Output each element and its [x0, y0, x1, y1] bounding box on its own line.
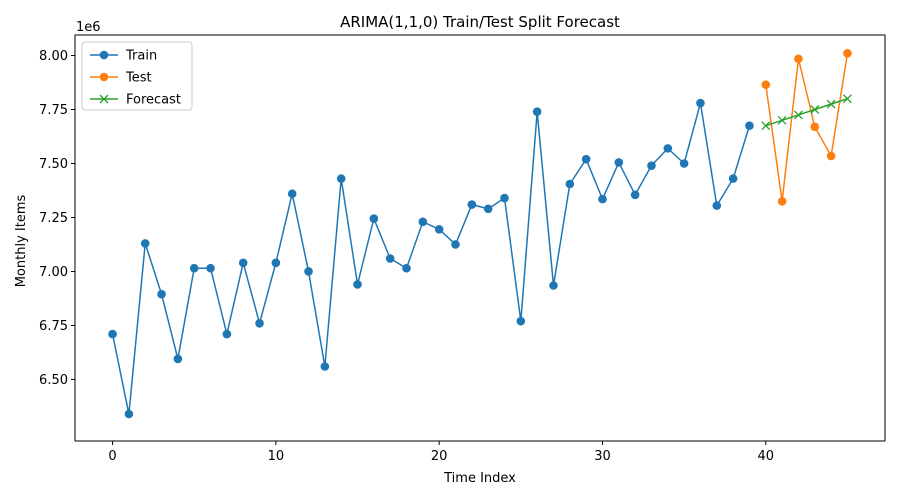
data-point-train	[173, 354, 183, 364]
data-point-train	[124, 409, 134, 419]
data-point-train	[549, 281, 558, 290]
legend-label-test: Test	[125, 71, 152, 86]
data-point-test	[843, 49, 852, 58]
series-line-forecast	[765, 97, 848, 127]
x-tick-label: 40	[758, 449, 775, 464]
data-point-train	[565, 179, 575, 189]
y-tick-label: 7.00	[39, 265, 68, 280]
data-point-train	[304, 267, 313, 276]
x-tick-label: 30	[594, 449, 611, 464]
data-point-train	[140, 239, 150, 248]
data-point-train	[402, 263, 411, 273]
plot-area	[108, 49, 852, 419]
axes: 0 10 20 30 40 6.50 6.75 7.00 7.25 7.50 7.75 8.00	[39, 34, 886, 464]
data-point-train	[369, 214, 379, 223]
y-tick-label: 7.50	[39, 157, 68, 172]
series-line-test	[765, 53, 849, 203]
data-point-train	[467, 200, 477, 209]
data-point-train	[108, 329, 117, 339]
data-point-train	[320, 362, 330, 371]
data-point-train	[647, 161, 656, 170]
data-point-train	[581, 154, 591, 164]
data-point-train	[255, 319, 264, 328]
data-point-train	[353, 280, 362, 289]
legend-label-train: Train	[125, 49, 157, 64]
legend-marker-forecast	[99, 94, 109, 104]
data-point-train	[745, 121, 754, 131]
y-tick-label: 8.00	[39, 49, 68, 64]
data-point-train	[451, 240, 460, 249]
data-point-train	[532, 107, 542, 116]
y-offset-label: 1e6	[76, 20, 101, 35]
data-point-forecast	[761, 121, 771, 131]
data-point-train	[222, 329, 232, 339]
data-point-test	[777, 196, 787, 206]
y-tick-label: 7.75	[39, 103, 68, 118]
data-point-test	[810, 122, 820, 132]
x-tick-label: 10	[268, 449, 285, 464]
data-point-train	[663, 144, 673, 153]
data-point-train	[238, 258, 248, 268]
data-point-train	[598, 194, 607, 204]
data-point-train	[271, 258, 281, 268]
y-tick-label: 6.50	[39, 373, 68, 388]
x-tick-label: 0	[108, 449, 116, 464]
data-point-train	[614, 158, 624, 167]
data-point-train	[483, 204, 493, 214]
axes-frame	[74, 34, 886, 442]
data-point-train	[728, 174, 738, 183]
data-point-test	[826, 151, 836, 161]
data-point-test	[761, 80, 771, 89]
data-point-forecast	[777, 115, 787, 125]
data-point-train	[189, 263, 199, 273]
chart-title: ARIMA(1,1,0) Train/Test Split Forecast	[340, 13, 620, 31]
data-point-train	[679, 159, 689, 168]
legend-label-forecast: Forecast	[126, 93, 181, 108]
y-tick-label: 7.25	[39, 211, 68, 226]
data-point-train	[434, 225, 444, 234]
data-point-train	[516, 316, 526, 326]
y-tick-label: 6.75	[39, 319, 68, 334]
data-point-forecast	[842, 94, 852, 104]
data-point-train	[696, 98, 705, 108]
data-point-forecast	[810, 105, 820, 114]
y-axis-label: Monthly Items	[14, 195, 29, 288]
data-point-train	[500, 193, 509, 203]
data-point-train	[630, 190, 640, 200]
x-tick-label: 20	[431, 449, 448, 464]
data-point-train	[336, 174, 346, 183]
data-point-train	[157, 289, 166, 299]
data-point-test	[794, 54, 803, 64]
legend: Train Test Forecast	[81, 41, 193, 111]
legend-marker-train	[99, 50, 109, 60]
data-point-forecast	[826, 99, 836, 109]
series-line-train	[111, 102, 751, 415]
data-point-train	[287, 189, 297, 199]
x-axis-label: Time Index	[443, 471, 516, 486]
data-point-train	[418, 217, 428, 227]
legend-marker-test	[99, 72, 109, 82]
data-point-forecast	[793, 110, 803, 120]
data-point-train	[206, 263, 215, 273]
data-point-train	[385, 254, 395, 263]
data-point-train	[712, 201, 722, 210]
legend-box	[81, 41, 193, 111]
